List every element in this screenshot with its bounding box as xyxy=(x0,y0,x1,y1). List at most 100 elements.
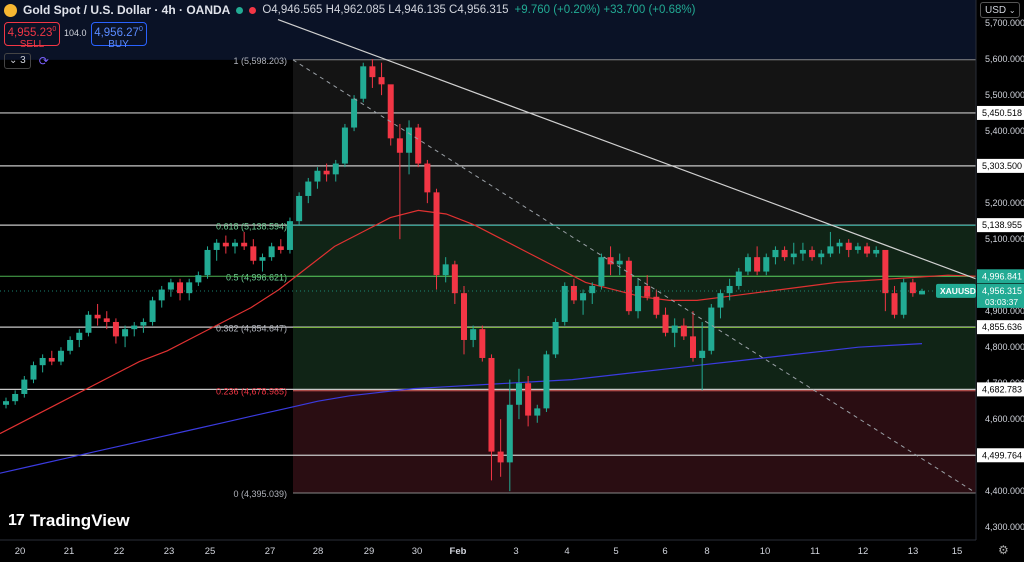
candle-body xyxy=(790,253,797,258)
sell-button[interactable]: 4,955.230 SELL xyxy=(4,22,60,50)
symbol-tag-text: XAUUSD xyxy=(940,286,976,296)
symbol-tag xyxy=(936,283,976,298)
candle-body xyxy=(341,127,348,164)
candle-body xyxy=(525,383,532,416)
y-tick-label: 5,200.000 xyxy=(985,198,1024,208)
price-label-text: 5,450.518 xyxy=(982,108,1022,118)
candle-body xyxy=(827,246,834,254)
descending-trendline[interactable] xyxy=(277,18,977,280)
candle-body xyxy=(580,293,587,301)
x-tick-label: 28 xyxy=(313,546,324,557)
indicators-bar: ⌄ 3 ⟳ xyxy=(4,53,49,69)
sell-price: 4,955.23 xyxy=(7,26,53,39)
x-tick-label: 23 xyxy=(164,546,175,557)
x-tick-label: 12 xyxy=(858,546,869,557)
x-tick-label: 10 xyxy=(760,546,771,557)
candle-body xyxy=(48,357,55,362)
candle-body xyxy=(515,383,522,405)
chart-header: Gold Spot / U.S. Dollar · 4h · OANDA O4,… xyxy=(4,2,695,18)
loading-icon: ⟳ xyxy=(38,54,49,68)
price-label-text: 4,499.764 xyxy=(982,450,1022,460)
x-tick-label: 30 xyxy=(412,546,423,557)
candle-body xyxy=(744,257,751,272)
x-tick-label: 29 xyxy=(364,546,375,557)
fib-level-label: 0.618 (5,138.594) xyxy=(216,221,287,231)
candle-body xyxy=(442,264,449,276)
candle-body xyxy=(140,321,147,326)
price-label-text: 5,138.955 xyxy=(982,220,1022,230)
y-tick-label: 4,800.000 xyxy=(985,342,1024,352)
fib-level-label: 0.5 (4,996.621) xyxy=(226,272,287,282)
tradingview-logo: 17 TradingView xyxy=(8,511,130,531)
ema-fast-line xyxy=(0,209,977,435)
candle-body xyxy=(543,354,550,409)
candle-body xyxy=(772,249,779,258)
candle-body xyxy=(232,242,238,247)
time-axis[interactable] xyxy=(0,540,1024,562)
candle-body xyxy=(259,257,266,261)
candle-body xyxy=(735,271,742,286)
candle-body xyxy=(76,332,83,340)
candle-body xyxy=(461,293,467,340)
candle-body xyxy=(3,401,9,405)
candle-body xyxy=(781,249,788,258)
candle-body xyxy=(415,127,422,164)
candle-body xyxy=(57,350,64,362)
market-open-icon xyxy=(236,6,244,14)
ema-slow-line xyxy=(0,343,923,474)
y-tick-label: 5,400.000 xyxy=(985,126,1024,136)
price-label-text: 4,682.783 xyxy=(982,384,1022,394)
candle-body xyxy=(662,314,669,333)
indicators-toggle[interactable]: ⌄ 3 xyxy=(4,53,31,69)
fib-zone-top xyxy=(293,59,976,226)
tradingview-mark-icon: 17 xyxy=(8,512,25,529)
symbol-title[interactable]: Gold Spot / U.S. Dollar · 4h · OANDA xyxy=(23,3,231,17)
candle-body xyxy=(332,163,339,175)
x-tick-label: 20 xyxy=(15,546,26,557)
fib-level-label: 0.382 (4,854.647) xyxy=(216,323,287,333)
dashed-projection-line[interactable] xyxy=(292,59,977,494)
price-label-tag xyxy=(977,320,1024,335)
x-tick-label: 27 xyxy=(265,546,276,557)
price-label-tag xyxy=(977,269,1024,284)
fib-level-label: 0 (4,395.039) xyxy=(233,489,287,499)
candle-body xyxy=(387,84,394,139)
candle-body xyxy=(369,66,376,78)
fib-zone-middle xyxy=(293,225,976,391)
candle-body xyxy=(314,170,321,182)
candle-body xyxy=(351,98,358,128)
candle-body xyxy=(286,221,293,250)
y-tick-label: 4,400.000 xyxy=(985,486,1024,496)
price-label-text: 5,303.500 xyxy=(982,161,1022,171)
buy-price-pipette: 0 xyxy=(138,26,143,33)
candle-body xyxy=(854,246,861,250)
settings-icon[interactable]: ⚙ xyxy=(998,543,1009,557)
y-tick-label: 4,900.000 xyxy=(985,306,1024,316)
currency-select[interactable]: USD ⌄ xyxy=(980,2,1020,18)
chevron-down-icon: ⌄ xyxy=(1008,6,1016,15)
candle-body xyxy=(589,285,596,294)
candle-body xyxy=(204,249,211,276)
candle-body xyxy=(250,246,257,261)
candle-body xyxy=(268,246,275,258)
indicator-count: 3 xyxy=(20,55,26,66)
candle-body xyxy=(39,357,46,366)
candle-body xyxy=(653,296,660,315)
candle-body xyxy=(406,127,413,153)
candle-body xyxy=(919,290,925,295)
candle-body xyxy=(433,192,440,276)
y-tick-label: 5,700.000 xyxy=(985,18,1024,28)
last-price-tag xyxy=(977,283,1024,308)
candle-body xyxy=(671,325,678,333)
price-label-tag xyxy=(977,382,1024,397)
candle-body xyxy=(378,77,385,85)
candle-body xyxy=(845,242,852,250)
candle-body xyxy=(112,321,119,337)
chart-background-top xyxy=(0,0,976,60)
candle-body xyxy=(167,282,174,290)
price-label-tag xyxy=(977,218,1024,233)
buy-button[interactable]: 4,956.270 BUY xyxy=(90,22,147,50)
price-label-text: 4,996.841 xyxy=(982,271,1022,281)
x-tick-label: 15 xyxy=(952,546,963,557)
